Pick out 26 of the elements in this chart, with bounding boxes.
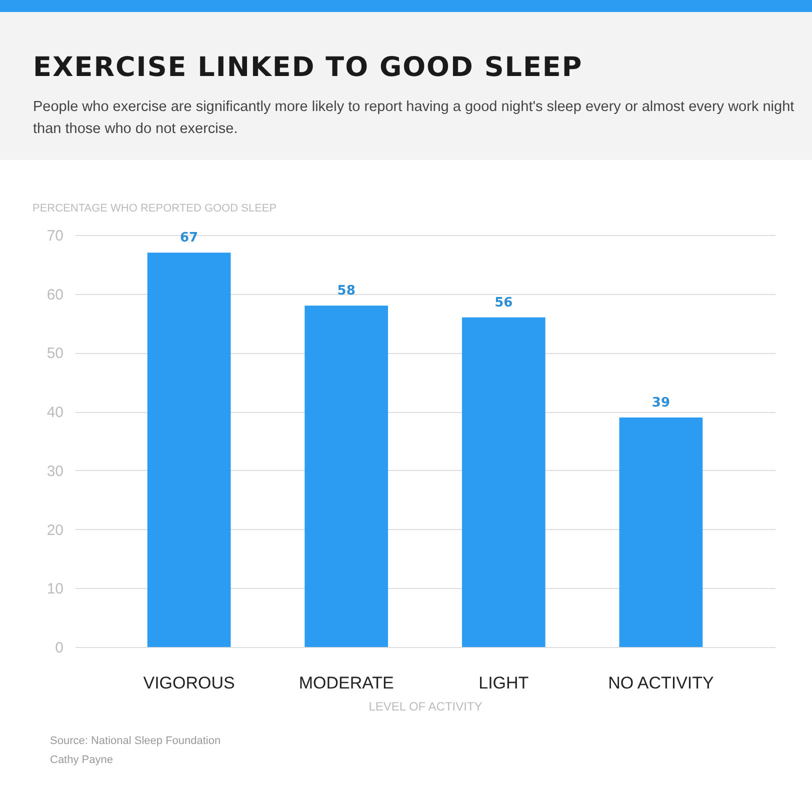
y-tick-label: 30: [46, 462, 64, 480]
data-label: 67: [180, 230, 198, 246]
x-axis-title: LEVEL OF ACTIVITY: [368, 700, 482, 714]
bar: [619, 417, 703, 647]
y-tick-label: 50: [46, 345, 64, 362]
data-label: 39: [652, 395, 670, 410]
x-tick-label: MODERATE: [298, 674, 394, 692]
y-tick-label: 0: [55, 640, 64, 656]
y-tick-label: 10: [46, 580, 64, 598]
y-axis-title: PERCENTAGE WHO REPORTED GOOD SLEEP: [32, 202, 277, 214]
y-tick-label: 20: [46, 522, 64, 539]
data-label: 58: [337, 284, 356, 299]
x-tick-label: LIGHT: [478, 674, 529, 692]
x-tick-label: NO ACTIVITY: [608, 674, 714, 692]
bar: [147, 252, 231, 647]
text: Cathy Payne: [50, 753, 114, 768]
chart-subtitle: People who exercise are significantly more likely to report having a good night's sleep every or almost every work night than those who do not exercise.: [33, 98, 796, 139]
source-note: Source: National Sleep Foundation: [50, 734, 221, 749]
chart-title: EXERCISE LINKED TO GOOD SLEEP: [33, 52, 583, 83]
bar: [304, 306, 388, 647]
x-tick-label: VIGOROUS: [143, 674, 235, 692]
bar: [462, 317, 546, 647]
data-label: 56: [494, 295, 513, 310]
y-tick-label: 70: [46, 228, 64, 244]
y-tick-label: 60: [46, 286, 64, 304]
y-tick-label: 40: [46, 404, 64, 422]
